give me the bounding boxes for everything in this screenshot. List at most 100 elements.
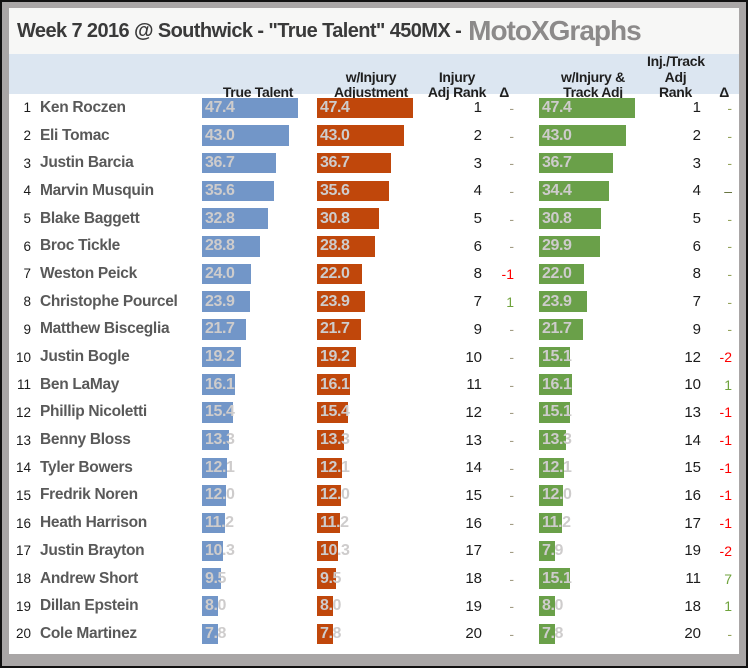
track-adj-rank: 19 [684, 542, 701, 560]
track-adj-bar [539, 236, 600, 257]
injury-adj-bar [317, 457, 342, 479]
track-adj-rank: 7 [692, 293, 701, 311]
row-rank: 16 [15, 515, 31, 531]
true-talent-bar-cell: 9.5 [201, 565, 315, 593]
true-talent-bar [202, 346, 241, 368]
true-talent-value: 13.3 [205, 431, 235, 449]
true-talent-bar [202, 236, 261, 257]
injury-rank-delta: - [509, 570, 514, 587]
injury-adj-bar-cell: 43.0 [315, 122, 427, 150]
true-talent-bar-cell: 11.2 [201, 509, 315, 537]
track-rank-delta: -1 [719, 404, 732, 421]
track-adj-bar [539, 512, 562, 534]
rider-name: Broc Tickle [40, 237, 120, 255]
track-rank-delta: - [727, 238, 732, 255]
track-adj-rank: 6 [692, 237, 701, 255]
injury-adj-value: 15.4 [320, 403, 350, 421]
rider-name: Benny Bloss [40, 431, 131, 449]
track-adj-value: 16.1 [542, 375, 572, 393]
true-talent-value: 15.4 [205, 403, 235, 421]
rider-row: 5 Blake Baggett 32.8 30.8 5 - 30.8 5 - [9, 205, 739, 233]
rider-name: Matthew Bisceglia [40, 320, 170, 338]
injury-adj-bar [317, 97, 413, 119]
track-rank-delta: -1 [719, 515, 732, 532]
injury-adj-rank: 19 [465, 597, 482, 615]
true-talent-value: 7.8 [205, 624, 227, 642]
true-talent-bar-cell: 47.4 [201, 94, 315, 122]
row-rank: 11 [16, 377, 31, 393]
track-adj-rank: 8 [692, 265, 701, 283]
track-adj-bar [539, 180, 609, 202]
track-adj-value: 15.1 [542, 403, 572, 421]
track-rank-delta: -1 [719, 459, 732, 476]
track-adj-bar-cell: 13.3 [539, 426, 647, 454]
true-talent-value: 12.0 [205, 486, 235, 504]
track-adj-bar [539, 346, 570, 368]
track-rank-delta: - [727, 625, 732, 642]
track-adj-bar-cell: 7.8 [539, 620, 647, 648]
injury-rank-delta: - [509, 321, 514, 338]
injury-adj-value: 36.7 [320, 154, 350, 172]
track-adj-bar-cell: 23.9 [539, 288, 647, 316]
injury-adj-bar [317, 540, 338, 562]
track-adj-bar-cell: 7.9 [539, 537, 647, 565]
injury-adj-bar [317, 485, 342, 506]
rider-name: Ken Roczen [40, 98, 126, 116]
rider-name: Ben LaMay [40, 375, 120, 393]
injury-adj-value: 8.0 [320, 597, 342, 615]
injury-adj-bar [317, 595, 334, 617]
track-adj-rank: 3 [692, 154, 701, 172]
header-delta-2: Δ [719, 84, 729, 101]
true-talent-bar [202, 125, 290, 146]
header-injury-adjustment: w/Injury Adjustment [333, 68, 408, 101]
chart-title: Week 7 2016 @ Southwick - "True Talent" … [17, 19, 462, 42]
injury-adj-bar-cell: 16.1 [315, 371, 427, 399]
track-adj-value: 23.9 [542, 292, 572, 310]
injury-adj-bar-cell: 8.0 [315, 592, 427, 620]
true-talent-bar-cell: 32.8 [201, 205, 315, 233]
row-rank: 8 [23, 294, 31, 310]
injury-adj-bar-cell: 11.2 [315, 509, 427, 537]
injury-adj-bar-cell: 47.4 [315, 94, 427, 122]
track-adj-bar [539, 568, 570, 589]
track-adj-bar [539, 291, 588, 312]
injury-adj-bar-cell: 28.8 [315, 232, 427, 260]
injury-adj-rank: 20 [465, 625, 482, 643]
track-rank-delta: - [727, 155, 732, 172]
track-rank-delta: - [727, 127, 732, 144]
rider-row: 14 Tyler Bowers 12.1 12.1 14 - 12.1 15 -… [9, 454, 739, 482]
injury-adj-rank: 9 [473, 320, 482, 338]
rider-row: 1 Ken Roczen 47.4 47.4 1 - 47.4 1 - [9, 94, 739, 122]
row-rank: 15 [15, 487, 31, 503]
true-talent-bar [202, 595, 219, 617]
true-talent-bar [202, 457, 227, 479]
injury-adj-bar [317, 512, 340, 534]
track-adj-value: 15.1 [542, 348, 572, 366]
track-adj-rank: 13 [684, 403, 701, 421]
track-adj-bar-cell: 12.0 [539, 482, 647, 510]
true-talent-value: 32.8 [205, 209, 235, 227]
injury-adj-rank: 18 [465, 570, 482, 588]
true-talent-value: 16.1 [205, 375, 235, 393]
injury-adj-value: 10.3 [320, 541, 350, 559]
rider-row: 8 Christophe Pourcel 23.9 23.9 7 1 23.9 … [9, 288, 739, 316]
injury-rank-delta: - [509, 598, 514, 615]
true-talent-bar [202, 291, 251, 312]
injury-adj-value: 11.2 [320, 514, 349, 532]
true-talent-bar [202, 568, 222, 589]
injury-adj-value: 47.4 [320, 98, 350, 116]
true-talent-bar [202, 319, 246, 340]
true-talent-bar-cell: 12.0 [201, 482, 315, 510]
true-talent-bar-cell: 15.4 [201, 399, 315, 427]
rider-row: 13 Benny Bloss 13.3 13.3 13 - 13.3 14 -1 [9, 426, 739, 454]
rider-name: Cole Martinez [40, 624, 137, 642]
track-adj-bar-cell: 21.7 [539, 316, 647, 344]
track-adj-bar [539, 263, 584, 285]
injury-rank-delta: - [509, 238, 514, 255]
true-talent-bar-cell: 43.0 [201, 122, 315, 150]
chart-content: Week 7 2016 @ Southwick - "True Talent" … [9, 8, 739, 654]
injury-adj-bar-cell: 7.8 [315, 620, 427, 648]
injury-adj-bar-cell: 36.7 [315, 149, 427, 177]
